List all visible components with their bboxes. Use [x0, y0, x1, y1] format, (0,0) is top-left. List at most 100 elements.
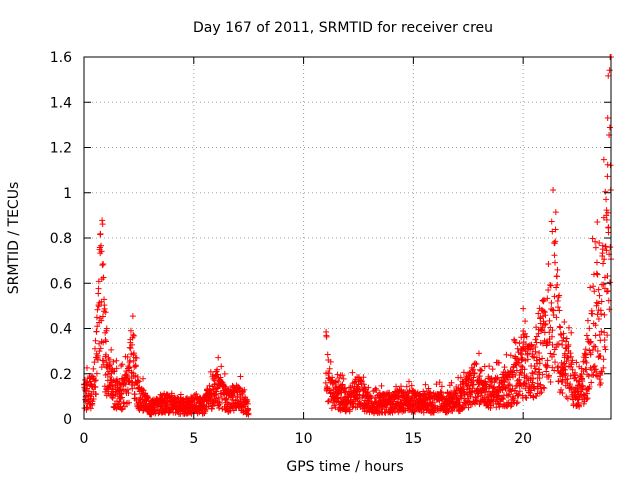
data-point	[109, 395, 116, 402]
data-point	[573, 359, 580, 366]
tick-labels: 0 5 10 15 20 0 0.2 0.4 0.6 0.8 1 1.2 1.4 1.6	[50, 50, 532, 447]
data-point	[520, 305, 527, 312]
data-point	[604, 287, 611, 294]
data-point	[101, 296, 108, 303]
data-point	[472, 360, 479, 367]
data-point	[107, 361, 114, 368]
data-point	[555, 304, 562, 311]
data-point	[501, 364, 508, 371]
data-point	[460, 404, 467, 411]
data-point	[84, 364, 91, 371]
data-point	[465, 404, 472, 411]
data-point	[215, 354, 222, 361]
data-point	[579, 378, 586, 385]
data-point	[541, 385, 548, 392]
data-point	[373, 387, 380, 394]
data-point	[583, 359, 590, 366]
data-point	[102, 337, 109, 344]
data-point	[436, 379, 443, 386]
data-point	[140, 375, 147, 382]
data-point	[536, 369, 543, 376]
data-point	[127, 327, 134, 334]
data-point	[100, 274, 107, 281]
y-tick-label: 0.6	[50, 276, 72, 292]
y-tick-label: 1.6	[50, 50, 72, 66]
data-point	[144, 394, 151, 401]
data-point	[595, 300, 602, 307]
data-point	[547, 378, 554, 385]
data-point	[592, 238, 599, 245]
data-point	[604, 272, 611, 279]
data-point	[586, 383, 593, 390]
data-point	[470, 366, 477, 373]
data-point	[95, 278, 102, 285]
grid-lines	[84, 57, 611, 419]
data-point	[483, 384, 490, 391]
data-point	[587, 338, 594, 345]
data-point	[98, 317, 105, 324]
data-point	[559, 337, 566, 344]
data-point	[588, 379, 595, 386]
data-point	[221, 370, 228, 377]
data-point	[508, 368, 515, 375]
data-point	[482, 395, 489, 402]
data-point	[591, 288, 598, 295]
data-point	[468, 388, 475, 395]
data-point	[494, 374, 501, 381]
data-point	[93, 328, 100, 335]
data-point	[600, 281, 607, 288]
data-point	[552, 359, 559, 366]
data-point	[437, 388, 444, 395]
data-point	[554, 364, 561, 371]
data-point	[556, 323, 563, 330]
data-point	[349, 369, 356, 376]
data-point	[522, 318, 529, 325]
data-point	[355, 381, 362, 388]
data-point	[600, 260, 607, 267]
data-point	[551, 252, 558, 259]
data-point	[513, 400, 520, 407]
data-point	[208, 405, 215, 412]
data-point	[561, 318, 568, 325]
data-point	[501, 379, 508, 386]
data-point	[339, 381, 346, 388]
data-point	[539, 297, 546, 304]
data-point	[512, 339, 519, 346]
data-point	[539, 355, 546, 362]
data-point	[506, 374, 513, 381]
data-point	[536, 349, 543, 356]
data-point	[554, 298, 561, 305]
y-tick-label: 0.8	[50, 231, 72, 247]
data-point	[596, 376, 603, 383]
data-point	[91, 377, 98, 384]
data-point	[130, 357, 137, 364]
data-point	[521, 366, 528, 373]
data-point	[90, 365, 97, 372]
data-point	[405, 378, 412, 385]
data-point	[554, 266, 561, 273]
data-point	[548, 299, 555, 306]
data-point	[90, 395, 97, 402]
data-point	[438, 383, 445, 390]
data-point	[510, 394, 517, 401]
data-point	[550, 351, 557, 358]
data-point	[572, 374, 579, 381]
y-tick-label: 1.4	[50, 95, 72, 111]
data-point	[168, 390, 175, 397]
data-point	[590, 283, 597, 290]
data-point	[425, 385, 432, 392]
data-point	[457, 374, 464, 381]
data-point	[587, 284, 594, 291]
data-point	[553, 344, 560, 351]
data-point	[556, 292, 563, 299]
data-point	[606, 67, 613, 74]
data-point	[117, 395, 124, 402]
data-point	[408, 382, 415, 389]
data-point	[555, 378, 562, 385]
data-point	[601, 311, 608, 318]
data-point	[527, 346, 534, 353]
data-point	[545, 372, 552, 379]
data-point	[536, 360, 543, 367]
data-point	[601, 343, 608, 350]
axis-ticks	[83, 56, 611, 420]
